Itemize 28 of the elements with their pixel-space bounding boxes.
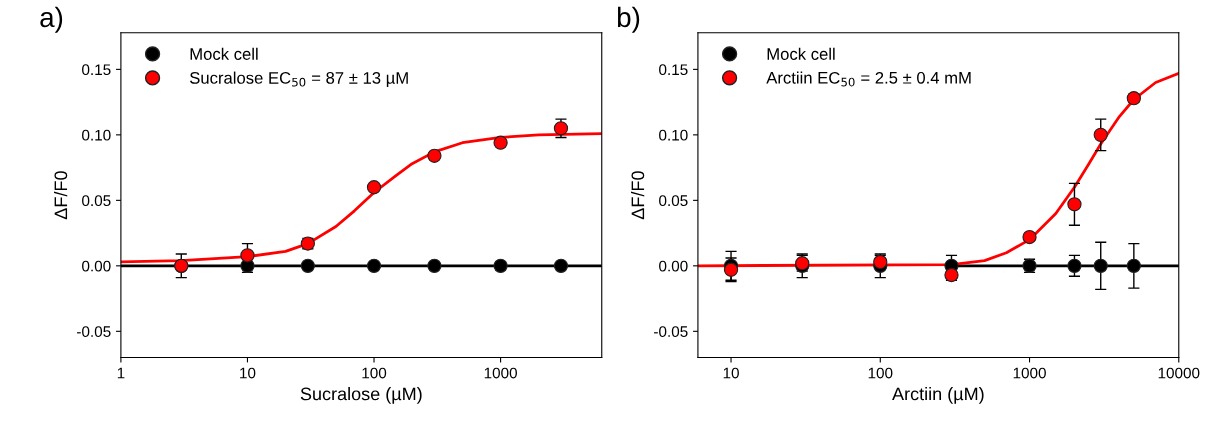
x-tick-label: 1 [117,367,125,379]
y-tick-label: 0.00 [659,260,688,272]
y-tick-label: 0.15 [82,64,111,76]
x-tick-label: 10 [240,367,256,379]
y-tick-label: 0.00 [82,260,111,272]
legend-label: Mock cell [767,47,835,60]
legend-label: Mock cell [190,47,258,60]
x-tick-label: 100 [868,367,893,379]
y-tick-label: 0.10 [659,129,688,141]
y-axis-title: ΔF/F0 [53,171,68,220]
y-tick-label: -0.05 [654,326,688,338]
chart-title: a) [40,6,63,33]
y-axis-title: ΔF/F0 [630,171,645,220]
y-tick-label: -0.05 [77,326,111,338]
y-tick-label: 0.15 [659,64,688,76]
x-axis-title: Arctiin (µM) [892,387,984,404]
y-tick-label: 0.10 [82,129,111,141]
x-axis-title: Sucralose (µM) [300,387,422,404]
x-tick-label: 10000 [1158,367,1200,379]
legend-label: Arctiin EC$_{50}$ = 2.5 ± 0.4 mM [766,71,971,87]
x-tick-label: 1000 [484,367,517,379]
chart-title: b) [617,6,640,33]
y-tick-label: 0.05 [82,195,111,207]
x-tick-label: 100 [362,367,387,379]
legend-label: Sucralose EC$_{50}$ = 87 ± 13 µM [189,71,408,88]
x-tick-label: 1000 [1013,367,1046,379]
y-tick-label: 0.05 [659,195,688,207]
x-tick-label: 10 [723,367,739,379]
